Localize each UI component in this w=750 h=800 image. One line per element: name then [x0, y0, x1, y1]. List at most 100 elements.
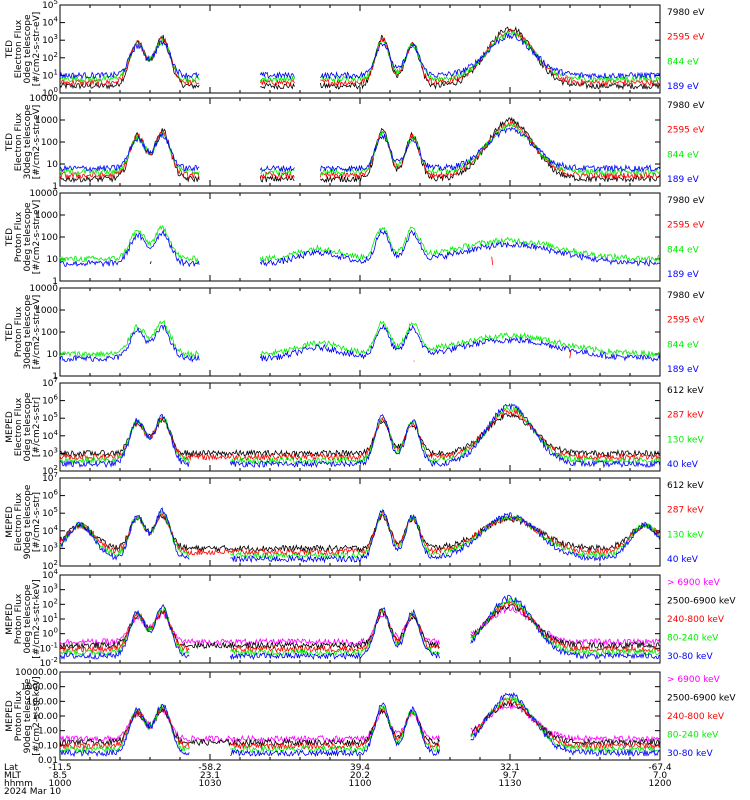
y-tick-label: 10000	[29, 284, 58, 294]
y-tick-label: 0.01	[38, 756, 58, 766]
footer-value: -11.5	[48, 763, 71, 773]
footer-value: 1200	[649, 779, 672, 789]
y-axis-label-line: [#/cm2-s-str-eV]	[32, 295, 42, 370]
y-axis-label-line: 0deg telescope	[23, 584, 33, 654]
y-tick-label: 10.00	[32, 712, 58, 722]
y-tick-label: 102	[42, 597, 58, 610]
y-axis-label-line: [#/cm2-s-str-eV]	[32, 200, 42, 275]
legend-entry: 30-80 keV	[667, 652, 713, 662]
y-tick-label: 106	[42, 394, 58, 407]
y-axis-label-line: 90deg telescope	[23, 678, 33, 753]
y-tick-label: 1000	[35, 306, 58, 316]
y-tick-label: 100.00	[27, 697, 59, 707]
y-tick-label: 102	[42, 464, 58, 477]
y-axis-label-line: MEPED	[5, 603, 15, 635]
legend-entry: 2500-6900 keV	[667, 597, 736, 607]
y-tick-label: 1	[52, 372, 58, 382]
legend-entry: 7980 eV	[667, 196, 705, 206]
y-tick-label: 104	[42, 568, 58, 581]
footer-value: 1130	[499, 779, 522, 789]
series-line-blue	[59, 324, 661, 363]
y-tick-label: 100	[41, 138, 58, 148]
legend-entry: 7980 eV	[667, 101, 705, 111]
legend-entry: 2595 eV	[667, 33, 705, 43]
y-tick-label: 10-2	[40, 656, 58, 669]
legend-entry: 80-240 keV	[667, 634, 719, 644]
footer-value: 1030	[199, 779, 222, 789]
y-tick-label: 105	[42, 411, 58, 424]
legend-entry: 189 eV	[667, 175, 700, 185]
footer-value: 39.4	[350, 763, 370, 773]
legend-entry: 189 eV	[667, 365, 700, 375]
y-axis-label-line: Proton Flux	[14, 593, 24, 644]
y-tick-label: 10000	[29, 189, 58, 199]
y-axis-label-line: Electron Flux	[14, 19, 24, 78]
y-tick-label: 104	[42, 524, 58, 537]
series-line-blue	[59, 229, 661, 268]
y-tick-label: 107	[42, 471, 58, 484]
footer-row-label: hhmm	[4, 779, 33, 789]
y-tick-label: 10	[47, 160, 59, 170]
footer-value: 9.7	[503, 771, 517, 781]
legend-entry: 189 eV	[667, 82, 700, 92]
footer-row-label: Lat	[4, 763, 19, 773]
series-line-black	[59, 411, 661, 458]
footer-value: 23.1	[200, 771, 220, 781]
legend-entry: 130 keV	[667, 530, 704, 540]
series-line-magenta	[59, 605, 661, 647]
legend-entry: 2595 eV	[667, 316, 705, 326]
legend-entry: 240-800 keV	[667, 615, 725, 625]
series-line-blue	[59, 507, 661, 564]
y-tick-label: 100	[41, 328, 58, 338]
legend-entry: 2595 eV	[667, 126, 705, 136]
y-tick-label: 100	[41, 233, 58, 243]
y-tick-label: 1	[52, 277, 58, 287]
panel-frame-4	[59, 287, 661, 377]
series-line-blue	[59, 32, 661, 80]
legend-entry: 40 keV	[667, 555, 699, 565]
y-tick-label: 104	[42, 429, 58, 442]
y-tick-label: 100	[42, 627, 58, 640]
series-line-green	[59, 30, 661, 84]
y-axis-label-line: TED	[5, 323, 15, 342]
y-axis-label-line: 0deg telescope	[23, 202, 33, 272]
y-tick-label: 10	[47, 350, 59, 360]
y-tick-label: 1	[52, 182, 58, 192]
y-axis-label-line: [#/cm2-s-str-eV]	[32, 105, 42, 180]
y-axis-label-line: 30deg telescope	[23, 294, 33, 369]
footer-value: 1100	[349, 779, 372, 789]
y-axis-label-line: [#/cm2-s-str-keV]	[32, 676, 42, 755]
footer-value: -67.4	[648, 763, 672, 773]
legend-entry: 844 eV	[667, 57, 700, 67]
y-tick-label: 104	[42, 16, 58, 29]
y-tick-label: 105	[42, 506, 58, 519]
y-axis-label-line: Proton Flux	[14, 690, 24, 741]
legend-entry: 30-80 keV	[667, 749, 713, 759]
y-axis-label-line: 90deg telescope	[23, 484, 33, 559]
y-axis-label-line: 0deg telescope	[23, 392, 33, 462]
y-axis-label-line: Proton Flux	[14, 211, 24, 262]
y-axis-label-line: Electron Flux	[14, 492, 24, 551]
series-line-green	[59, 224, 661, 264]
y-axis-label-line: TED	[5, 40, 15, 59]
y-axis-label-line: [#/cm2-s-str]	[32, 397, 42, 457]
y-axis-label-line: 0deg telescope	[23, 14, 33, 84]
legend-entry: 40 keV	[667, 460, 699, 470]
legend-entry: 130 keV	[667, 435, 704, 445]
legend-entry: 844 eV	[667, 340, 700, 350]
y-tick-label: 101	[42, 68, 58, 81]
y-axis-label-line: TED	[5, 133, 15, 152]
y-tick-label: 100	[42, 86, 58, 99]
series-line-green	[60, 695, 661, 754]
legend-entry: 844 eV	[667, 245, 700, 255]
series-line-blue	[59, 403, 661, 469]
panel-frame-3	[59, 192, 661, 282]
y-tick-label: 0.10	[38, 741, 58, 751]
series-line-blue	[59, 126, 661, 173]
legend-entry: 612 keV	[667, 386, 704, 396]
legend-entry: 189 eV	[667, 270, 700, 280]
footer-value: -58.2	[198, 763, 221, 773]
y-tick-label: 106	[42, 489, 58, 502]
y-tick-label: 1000	[35, 211, 58, 221]
